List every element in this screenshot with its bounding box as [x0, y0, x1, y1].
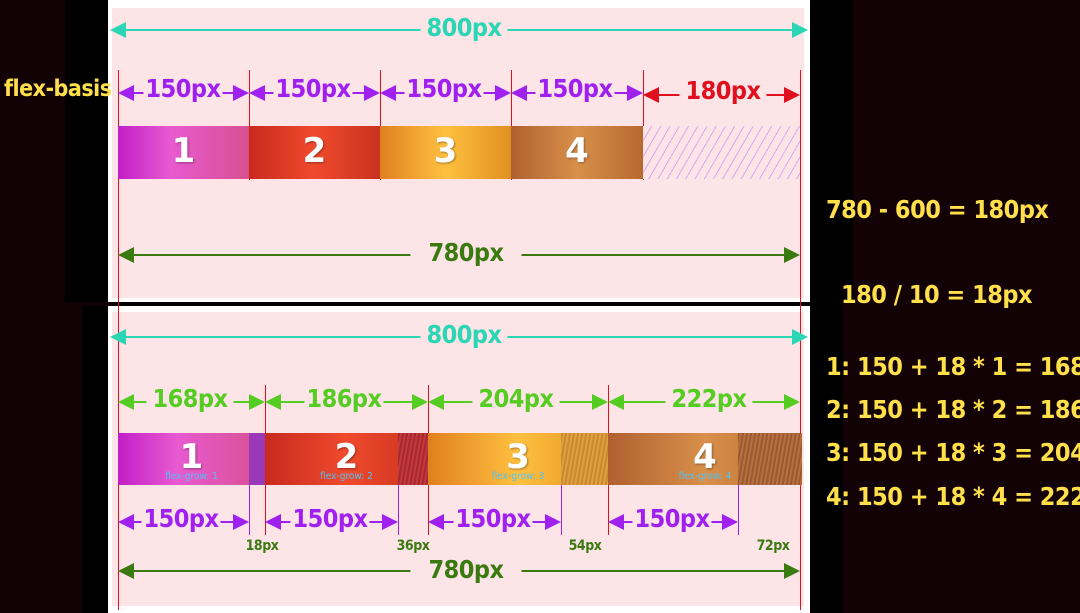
computed-label-4: 222px: [665, 386, 753, 411]
left-dark-band: [65, 0, 115, 302]
item-number: 4: [565, 130, 589, 171]
basis-end-4: [738, 485, 739, 535]
extra-label-4: 72px: [756, 538, 790, 554]
total-width-label-bottom: 780px: [410, 557, 522, 582]
computed-label-3: 204px: [472, 386, 560, 411]
flex-item-4-top: 4: [511, 126, 643, 179]
guide-line-top-4: [511, 70, 512, 180]
item-number: 1: [171, 130, 196, 171]
basis-end-3: [561, 485, 562, 535]
flex-item-3-bottom: 3 flex-grow: 3: [428, 433, 608, 485]
flex-grow-label: flex-grow: 4: [678, 471, 732, 482]
flex-item-4-bottom: 4 flex-grow: 4: [608, 433, 802, 485]
item-number: 1: [179, 437, 204, 477]
extra-label-3: 54px: [568, 538, 602, 554]
flex-item-3-top: 3: [380, 126, 511, 179]
item-number: 3: [506, 437, 530, 477]
flex-item-2-bottom: 2 flex-grow: 2: [265, 433, 428, 485]
computed-label-1: 168px: [146, 386, 234, 411]
basis-label-top-3: 150px: [404, 74, 484, 103]
basis-label-top-4: 150px: [535, 74, 615, 103]
basis-end-1: [249, 485, 250, 535]
formula-item-2: 2: 150 + 18 * 2 = 186px: [826, 395, 1080, 424]
basis-end-2: [398, 485, 399, 535]
item-number: 2: [334, 437, 359, 477]
guide-line-top-5: [643, 70, 644, 180]
basis-label-bot-4: 150px: [632, 504, 712, 533]
item-number: 2: [302, 130, 327, 171]
flex-basis-label: flex-basis: [4, 76, 112, 102]
extra-label-1: 18px: [245, 538, 279, 554]
guide-line-top-2: [249, 70, 250, 180]
item-number: 3: [433, 130, 458, 171]
right-dark-band: [805, 0, 853, 302]
guide-line-top-3: [380, 70, 381, 180]
formula-item-4: 4: 150 + 18 * 4 = 222px: [826, 482, 1080, 511]
formula-remaining: 780 - 600 = 180px: [826, 195, 1049, 224]
item-number: 4: [693, 437, 717, 477]
container-width-label-bottom: 800px: [420, 322, 508, 347]
total-width-label-top: 780px: [410, 240, 522, 265]
computed-label-2: 186px: [304, 384, 384, 413]
container-width-label-top: 800px: [420, 15, 508, 40]
flex-item-2-top: 2: [249, 126, 380, 179]
panel-divider: [112, 302, 842, 306]
grow-extra-3: [561, 433, 608, 485]
basis-label-bot-1: 150px: [141, 504, 221, 533]
flex-item-1-top: 1: [118, 126, 249, 179]
flex-item-1-bottom: 1 flex-grow: 1: [118, 433, 265, 485]
left-dark-band-bottom: [82, 306, 112, 613]
basis-label-top-2: 150px: [273, 74, 353, 103]
grow-extra-4: [738, 433, 802, 485]
grow-extra-2: [398, 433, 428, 485]
basis-label-top-1: 150px: [143, 74, 223, 103]
formula-item-1: 1: 150 + 18 * 1 = 168px: [826, 352, 1080, 381]
basis-label-bot-3: 150px: [453, 504, 533, 533]
formula-item-3: 3: 150 + 18 * 3 = 204px: [826, 438, 1080, 467]
remaining-space-label: 180px: [679, 78, 767, 103]
remaining-space-hatch: [643, 126, 800, 179]
extra-label-2: 36px: [396, 538, 430, 554]
basis-label-bot-2: 150px: [290, 504, 370, 533]
grow-extra-1: [249, 433, 265, 485]
formula-unit: 180 / 10 = 18px: [841, 280, 1033, 309]
flex-grow-label: flex-grow: 1: [165, 471, 218, 482]
right-dark-band-bottom: [805, 306, 843, 613]
flex-grow-label: flex-grow: 3: [491, 471, 545, 482]
flex-grow-label: flex-grow: 2: [320, 471, 373, 482]
